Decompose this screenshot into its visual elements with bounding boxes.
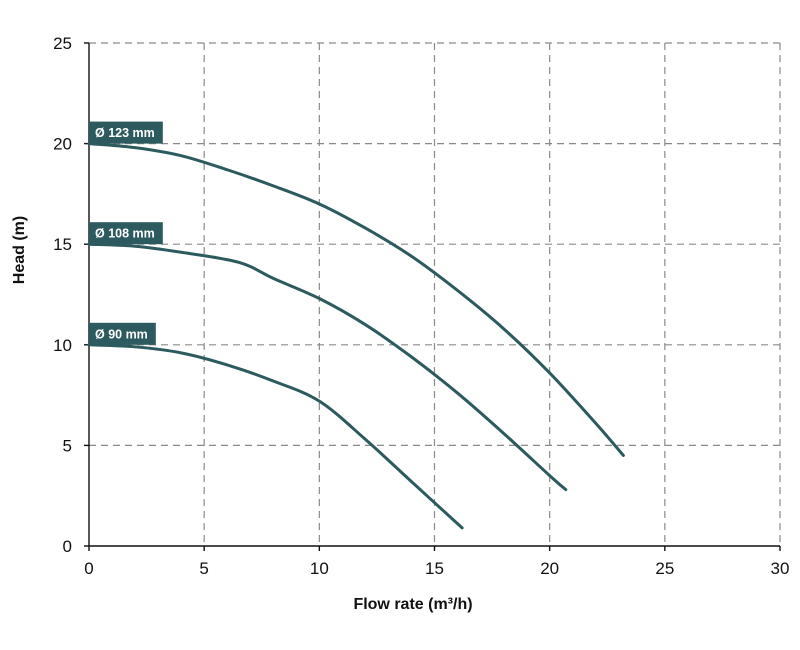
curve-108-mm	[87, 242, 568, 492]
y-tick-label: 25	[53, 34, 72, 53]
curve-tags: Ø 123 mm Ø 108 mm Ø 90 mm	[89, 121, 163, 345]
y-tick-label: 5	[63, 436, 72, 455]
grid	[89, 42, 781, 546]
y-tick-label: 20	[53, 135, 72, 154]
y-axis-label: Head (m)	[11, 216, 28, 284]
curves	[87, 142, 625, 530]
curve-123-mm	[87, 142, 625, 457]
x-tick-label: 10	[310, 559, 329, 578]
x-tick-label: 30	[771, 559, 790, 578]
curve-tag-108-mm: Ø 108 mm	[89, 222, 163, 245]
x-axis-label: Flow rate (m³/h)	[353, 596, 472, 613]
x-tick-label: 20	[540, 559, 559, 578]
curve-tag-90-mm: Ø 90 mm	[89, 322, 156, 345]
curve-tag-background	[89, 322, 156, 345]
y-tick-labels: 0 5 10 15 20 25	[53, 34, 72, 556]
curve-tag-label: Ø 90 mm	[95, 327, 148, 341]
curve-tag-background	[89, 121, 163, 144]
axes	[84, 42, 781, 551]
x-tick-labels: 0 5 10 15 20 25 30	[84, 559, 789, 578]
x-tick-label: 0	[84, 559, 93, 578]
x-tick-label: 5	[199, 559, 208, 578]
curve-tag-123-mm: Ø 123 mm	[89, 121, 163, 144]
curve-tag-label: Ø 108 mm	[95, 227, 155, 241]
x-tick-label: 25	[655, 559, 674, 578]
y-tick-label: 10	[53, 336, 72, 355]
curve-90-mm	[87, 343, 464, 530]
x-tick-label: 15	[425, 559, 444, 578]
curve-tag-background	[89, 222, 163, 245]
y-tick-label: 0	[63, 537, 72, 556]
y-tick-label: 15	[53, 235, 72, 254]
curve-tag-label: Ø 123 mm	[95, 126, 155, 140]
